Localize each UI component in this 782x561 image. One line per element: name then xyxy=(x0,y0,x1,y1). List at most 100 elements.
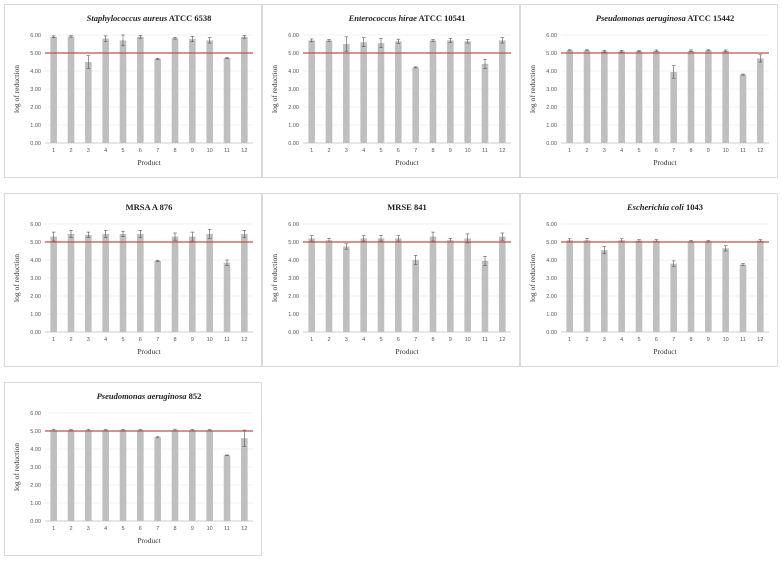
y-tick-label: 4.00 xyxy=(288,258,299,264)
x-tick-label: 1 xyxy=(568,148,571,154)
x-tick-label: 12 xyxy=(499,148,505,154)
chart-title-italic: Pseudomonas aeruginosa xyxy=(596,13,687,23)
x-tick-label: 4 xyxy=(362,337,365,343)
x-tick-label: 9 xyxy=(191,337,194,343)
y-tick-label: 2.00 xyxy=(288,105,299,111)
bar xyxy=(308,238,315,332)
x-tick-label: 11 xyxy=(224,526,230,532)
y-tick-label: 2.00 xyxy=(30,483,41,489)
x-tick-label: 1 xyxy=(52,337,55,343)
y-tick-label: 0.00 xyxy=(30,519,41,525)
bar xyxy=(171,38,179,143)
x-tick-label: 8 xyxy=(431,148,434,154)
bar xyxy=(464,238,471,332)
y-tick-label: 4.00 xyxy=(30,69,41,75)
y-tick-label: 0.00 xyxy=(30,141,41,147)
y-tick-label: 5.00 xyxy=(288,51,299,57)
x-tick-label: 6 xyxy=(139,337,142,343)
y-tick-label: 6.00 xyxy=(30,33,41,39)
x-tick-label: 9 xyxy=(707,148,710,154)
y-tick-label: 3.00 xyxy=(546,276,557,282)
bar xyxy=(447,240,454,332)
bar xyxy=(757,58,764,143)
x-tick-label: 6 xyxy=(397,337,400,343)
bar xyxy=(653,240,660,332)
bar xyxy=(739,264,747,332)
bar xyxy=(739,74,747,143)
bar xyxy=(429,236,437,332)
bar xyxy=(223,262,231,332)
bar xyxy=(67,233,75,332)
bar xyxy=(241,438,248,521)
chart-title-rest: ATCC 15442 xyxy=(686,13,735,23)
y-tick-label: 3.00 xyxy=(288,276,299,282)
x-axis-label: Product xyxy=(395,347,419,356)
x-tick-label: 12 xyxy=(241,526,247,532)
x-tick-label: 7 xyxy=(672,337,675,343)
x-axis-label: Product xyxy=(395,158,419,167)
bar xyxy=(618,240,625,332)
bar xyxy=(343,246,350,332)
y-tick-label: 3.00 xyxy=(288,87,299,93)
x-tick-label: 5 xyxy=(121,526,124,532)
bar xyxy=(85,62,92,143)
chart-panel-2: Enterococcus hirae ATCC 10541 0.00 1.00 2.0… xyxy=(262,4,520,178)
bar xyxy=(566,50,573,143)
chart-title: Escherichia coli 1043 xyxy=(626,202,703,212)
chart-title: Pseudomonas aeruginosa ATCC 15442 xyxy=(596,13,734,23)
x-tick-label: 9 xyxy=(191,148,194,154)
x-tick-label: 6 xyxy=(139,526,142,532)
bar xyxy=(206,40,213,143)
x-tick-label: 3 xyxy=(87,337,90,343)
x-tick-label: 6 xyxy=(655,337,658,343)
x-tick-label: 2 xyxy=(69,337,72,343)
bar xyxy=(705,50,712,143)
bar xyxy=(481,260,489,332)
bar xyxy=(189,430,196,521)
x-tick-label: 5 xyxy=(637,337,640,343)
bar xyxy=(395,238,402,332)
y-tick-label: 5.00 xyxy=(288,240,299,246)
chart-panel-3: Pseudomonas aeruginosa ATCC 15442 0.00 1.0… xyxy=(520,4,778,178)
x-tick-label: 11 xyxy=(224,337,230,343)
y-tick-label: 5.00 xyxy=(30,51,41,57)
bar xyxy=(85,234,92,332)
x-tick-label: 12 xyxy=(499,337,505,343)
bar xyxy=(670,71,677,143)
x-tick-label: 12 xyxy=(757,337,763,343)
x-tick-label: 1 xyxy=(568,337,571,343)
chart-panel-1: Staphylococcus aureus ATCC 6538 0.00 1.00 2… xyxy=(4,4,262,178)
y-tick-label: 0.00 xyxy=(288,330,299,336)
x-tick-label: 4 xyxy=(104,526,107,532)
y-axis-label: log of reduction xyxy=(528,254,537,302)
x-tick-label: 2 xyxy=(585,148,588,154)
x-tick-label: 5 xyxy=(379,337,382,343)
bar xyxy=(102,430,109,521)
x-tick-label: 2 xyxy=(585,337,588,343)
bar xyxy=(687,241,695,332)
x-axis-label: Product xyxy=(653,158,677,167)
bar xyxy=(653,50,660,144)
chart-title-italic: Staphylococcus aureus xyxy=(87,13,168,23)
x-tick-label: 8 xyxy=(173,148,176,154)
bar xyxy=(583,50,591,143)
y-tick-label: 2.00 xyxy=(546,294,557,300)
bar xyxy=(102,38,109,143)
y-tick-label: 2.00 xyxy=(546,105,557,111)
x-tick-label: 9 xyxy=(449,337,452,343)
chart-title: Pseudomonas aeruginosa 852 xyxy=(97,391,202,401)
y-axis-label: log of reduction xyxy=(270,65,279,113)
x-tick-label: 5 xyxy=(637,148,640,154)
chart-title: MRSA A 876 xyxy=(126,202,173,212)
bar xyxy=(50,430,57,521)
bar xyxy=(85,430,92,521)
bar xyxy=(722,248,729,332)
x-tick-label: 2 xyxy=(69,526,72,532)
chart-title-rest: ATCC 6538 xyxy=(167,13,211,23)
y-tick-label: 6.00 xyxy=(30,411,41,417)
chart-title-italic: Enterococcus hirae xyxy=(348,13,417,23)
bar xyxy=(429,40,437,143)
y-tick-label: 3.00 xyxy=(30,465,41,471)
y-tick-label: 5.00 xyxy=(30,240,41,246)
